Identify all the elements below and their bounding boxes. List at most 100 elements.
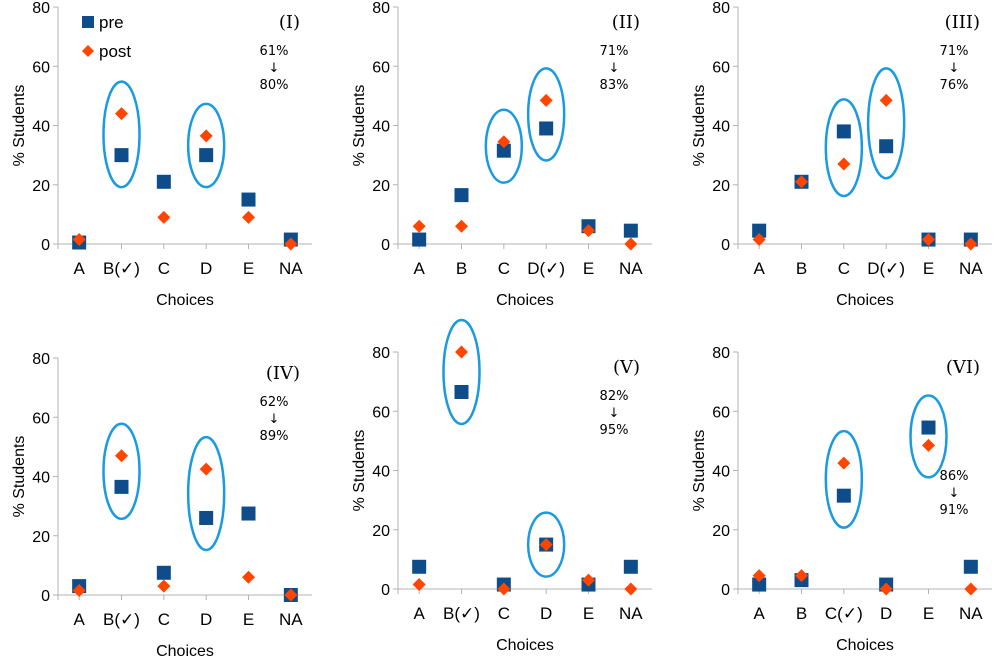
y-tick-label: 0 xyxy=(721,582,730,599)
post-marker xyxy=(199,129,213,143)
post-marker xyxy=(624,237,638,251)
x-tick-label: B(✓) xyxy=(103,259,140,278)
y-tick-label: 60 xyxy=(372,59,390,76)
x-tick-label: D xyxy=(200,610,212,629)
y-tick-label: 60 xyxy=(32,59,50,76)
x-tick-label: E xyxy=(243,259,254,278)
pre-marker xyxy=(623,559,638,574)
y-tick-label: 80 xyxy=(32,0,50,17)
highlight-ellipse xyxy=(102,422,141,521)
panel-title: (III) xyxy=(945,12,980,33)
post-marker xyxy=(497,582,511,596)
pre-marker xyxy=(539,121,554,136)
x-tick-label: C xyxy=(838,259,850,278)
pre-marker xyxy=(963,559,978,574)
post-marker xyxy=(624,582,638,596)
x-tick-label: A xyxy=(753,259,765,278)
post-marker xyxy=(922,233,935,247)
highlight-ellipse xyxy=(824,429,864,529)
post-marker xyxy=(879,582,893,596)
pre-marker xyxy=(454,384,469,399)
highlight-ellipse xyxy=(442,318,481,426)
pre-marker xyxy=(241,506,256,521)
legend: pre post xyxy=(82,13,131,61)
y-tick-label: 40 xyxy=(32,119,50,136)
annotation-arrow: ↓ xyxy=(269,412,280,427)
post-marker xyxy=(157,210,171,224)
pre-marker xyxy=(623,223,638,238)
post-marker xyxy=(115,449,128,463)
x-tick-label: E xyxy=(923,604,934,623)
post-marker xyxy=(539,538,553,552)
annotation-arrow: ↓ xyxy=(609,61,620,76)
post-marker xyxy=(795,569,808,583)
highlight-ellipse xyxy=(484,108,524,184)
annotation-arrow: ↓ xyxy=(609,406,620,421)
x-tick-label: C(✓) xyxy=(825,604,863,623)
post-marker xyxy=(284,588,298,602)
x-axis-label: Choices xyxy=(156,643,214,657)
post-marker xyxy=(157,579,171,593)
pre-marker xyxy=(412,559,427,574)
x-tick-label: E xyxy=(923,259,934,278)
y-tick-label: 80 xyxy=(712,0,730,17)
x-axis-label: Choices xyxy=(836,292,894,309)
post-marker xyxy=(199,462,213,476)
post-marker xyxy=(115,107,128,121)
post-marker xyxy=(72,584,86,598)
y-tick-label: 0 xyxy=(721,237,730,254)
y-tick-label: 60 xyxy=(712,59,730,76)
y-tick-label: 80 xyxy=(372,345,390,362)
pre-marker xyxy=(199,510,214,525)
panel-1: 0 20 40 60 80 A B(✓) C D E NA % Students Choices (I) 6… xyxy=(11,0,312,309)
panel-title: (I) xyxy=(279,12,300,33)
y-tick-label: 20 xyxy=(712,178,730,195)
post-marker xyxy=(242,210,255,224)
annotation-pre-percent: 71% xyxy=(600,44,629,59)
y-tick-label: 60 xyxy=(372,404,390,421)
x-tick-label: NA xyxy=(279,259,303,278)
annotation-post-percent: 89% xyxy=(260,429,289,444)
annotation-post-percent: 91% xyxy=(940,503,969,518)
x-tick-label: A xyxy=(73,259,85,278)
x-tick-label: C xyxy=(158,259,170,278)
panel-5: 0 20 40 60 80 A B(✓) C D E NA % Students Choices (V) 8… xyxy=(351,318,652,654)
y-tick-label: 20 xyxy=(372,178,390,195)
x-tick-label: E xyxy=(583,259,594,278)
pre-marker xyxy=(921,420,936,435)
pre-marker xyxy=(114,148,129,163)
x-tick-label: B(✓) xyxy=(443,604,480,623)
x-axis-label: Choices xyxy=(836,637,894,654)
y-tick-label: 80 xyxy=(372,0,390,17)
post-marker xyxy=(72,233,86,247)
pre-marker xyxy=(412,232,427,247)
y-tick-label: 60 xyxy=(32,410,50,427)
y-tick-label: 40 xyxy=(32,470,50,487)
y-tick-label: 0 xyxy=(41,237,50,254)
post-marker xyxy=(412,578,426,592)
annotation-pre-percent: 71% xyxy=(940,44,969,59)
pre-marker xyxy=(199,148,214,163)
y-axis-label: % Students xyxy=(11,85,28,167)
post-marker xyxy=(752,233,766,247)
highlight-ellipse xyxy=(186,102,226,189)
x-tick-label: NA xyxy=(279,610,303,629)
x-tick-label: E xyxy=(243,610,254,629)
annotation-pre-percent: 82% xyxy=(600,389,629,404)
highlight-ellipse xyxy=(186,435,226,552)
post-marker xyxy=(795,175,808,189)
pre-marker xyxy=(496,143,511,158)
x-tick-label: A xyxy=(413,259,425,278)
post-marker xyxy=(539,93,553,107)
y-tick-label: 60 xyxy=(712,404,730,421)
x-tick-label: B xyxy=(456,259,467,278)
post-marker xyxy=(837,456,851,470)
legend-pre-marker xyxy=(82,16,94,28)
y-axis-label: % Students xyxy=(351,85,368,167)
annotation-pre-percent: 62% xyxy=(260,395,289,410)
post-marker xyxy=(964,237,978,251)
x-tick-label: D(✓) xyxy=(527,259,565,278)
annotation-pre-percent: 86% xyxy=(940,469,969,484)
x-tick-label: D xyxy=(880,604,892,623)
